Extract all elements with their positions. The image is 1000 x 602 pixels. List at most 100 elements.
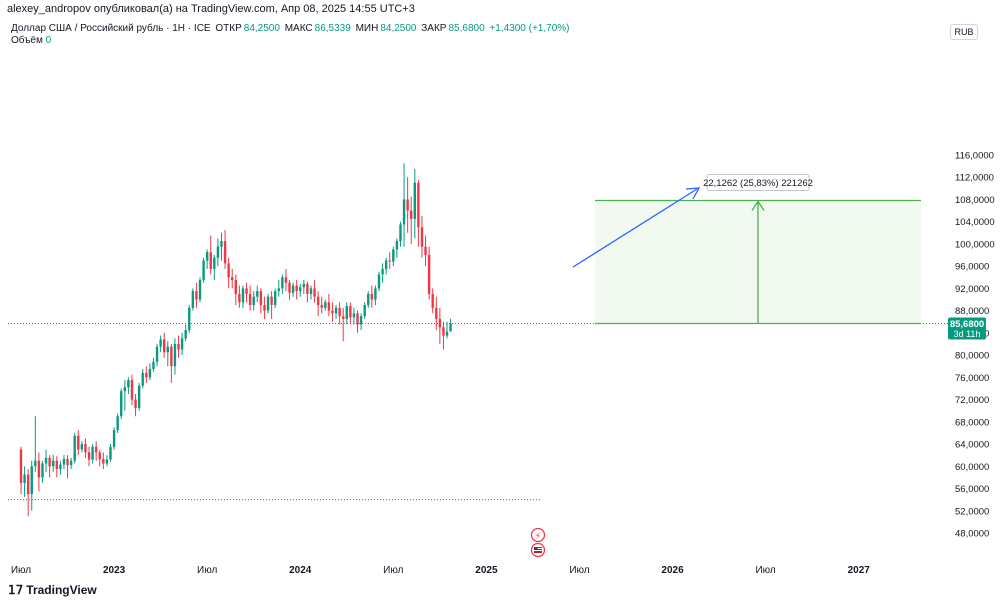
flash-icon-glyph: ⚡ — [535, 532, 541, 542]
candle-body — [281, 277, 284, 289]
price-badge-countdown: 3d 11h — [954, 329, 981, 339]
candle-body — [234, 280, 237, 294]
candle-body — [105, 459, 109, 464]
candle-body — [198, 280, 202, 300]
candle-body — [270, 296, 273, 306]
us-flag-canton — [534, 547, 538, 550]
trend-arrow — [572, 188, 698, 268]
candle-body — [48, 457, 51, 467]
candle-body — [313, 288, 316, 297]
y-tick-label: 96,0000 — [955, 262, 989, 273]
y-tick-label: 100,0000 — [955, 239, 995, 250]
candle-body — [420, 227, 424, 247]
candle-body — [173, 343, 177, 367]
measure-label: 22,1262 (25,83%) 221262 — [703, 178, 813, 189]
candle-body — [137, 385, 141, 408]
x-tick-label: Июл — [197, 565, 217, 576]
candle-body — [377, 274, 381, 289]
y-tick-label: 64,0000 — [955, 440, 989, 451]
candle-body — [338, 307, 341, 317]
y-tick-label: 80,0000 — [955, 351, 989, 362]
candle-body — [327, 302, 331, 311]
price-badge — [948, 317, 986, 340]
candle-body — [352, 313, 356, 318]
x-tick-label: Июл — [755, 565, 775, 576]
candle-body — [277, 288, 280, 292]
candle-body — [180, 338, 184, 350]
candle-body — [127, 380, 130, 388]
candle-body — [159, 339, 162, 347]
candle-body — [134, 399, 137, 408]
candle-body — [374, 288, 377, 300]
close-label: ЗАКР — [421, 23, 447, 34]
candle-body — [148, 368, 152, 378]
candle-body — [87, 452, 91, 460]
y-tick-label: 60,0000 — [955, 462, 989, 473]
y-tick-label: 88,0000 — [955, 306, 989, 317]
candle-body — [191, 291, 195, 308]
candle-body — [241, 288, 245, 303]
candle-body — [120, 391, 123, 417]
candle-body — [442, 327, 445, 336]
x-tick-label: 2026 — [661, 565, 684, 576]
x-tick-label: 2025 — [475, 565, 498, 576]
candle-body — [410, 210, 413, 219]
candle-body — [320, 305, 323, 308]
y-tick-label: 56,0000 — [955, 484, 989, 495]
candle-body — [123, 387, 127, 392]
candle-body — [392, 249, 395, 262]
candle-body — [306, 283, 309, 294]
candle-body — [109, 446, 112, 460]
candle-body — [170, 346, 173, 367]
candle-body — [248, 293, 252, 306]
high-label: МАКС — [284, 23, 313, 34]
candle-body — [302, 283, 306, 288]
tradingview-logo[interactable]: 𝟣𝟩 TradingView — [8, 583, 97, 597]
y-tick-label: 116,0000 — [955, 150, 994, 161]
price-badge-value: 85,6800 — [950, 319, 984, 330]
candle-body — [166, 346, 169, 353]
candle-body — [220, 241, 223, 247]
candle-body — [449, 323, 452, 332]
candle-body — [299, 287, 302, 292]
volume-label[interactable]: Объём — [11, 35, 43, 46]
us-flag-stripe — [534, 548, 542, 549]
symbol-title[interactable]: Доллар США / Российский рубль · 1Н · ICE — [11, 23, 211, 34]
candle-body — [349, 306, 352, 318]
y-tick-label: 48,0000 — [955, 529, 989, 540]
candle-body — [331, 310, 334, 314]
candle-body — [152, 361, 155, 369]
candle-body — [91, 446, 94, 460]
us-flag-stripe — [534, 550, 542, 551]
y-tick-label: 92,0000 — [955, 284, 989, 295]
candle-body — [259, 291, 263, 306]
candle-body — [363, 305, 366, 317]
high-value: 86,5339 — [314, 23, 351, 34]
projection-arrowhead — [751, 200, 765, 211]
y-tick-label: 108,0000 — [955, 195, 995, 206]
candle-body — [295, 285, 298, 292]
candle-body — [367, 293, 370, 306]
candle-body — [195, 291, 198, 300]
candle-body — [102, 459, 105, 464]
candle-body — [227, 263, 230, 278]
candle-body — [94, 446, 98, 453]
candle-body — [356, 313, 359, 325]
candle-body — [384, 260, 388, 269]
currency-button[interactable]: RUB — [950, 24, 978, 40]
change-value: +1,4300 (+1,70%) — [489, 23, 570, 34]
measure-label-box — [706, 174, 810, 191]
open-label: ОТКР — [215, 23, 242, 34]
candle-body — [202, 260, 205, 281]
publisher-info: alexey_andropov опубликовал(а) на Tradin… — [7, 3, 415, 15]
candle-body — [252, 296, 255, 306]
candle-body — [73, 435, 76, 461]
candle-body — [417, 182, 420, 228]
candle-body — [345, 306, 348, 319]
low-value: 84,2500 — [380, 23, 417, 34]
candle-body — [52, 460, 55, 467]
candle-body — [427, 255, 431, 294]
candle-body — [291, 285, 295, 293]
candle-body — [316, 296, 320, 306]
